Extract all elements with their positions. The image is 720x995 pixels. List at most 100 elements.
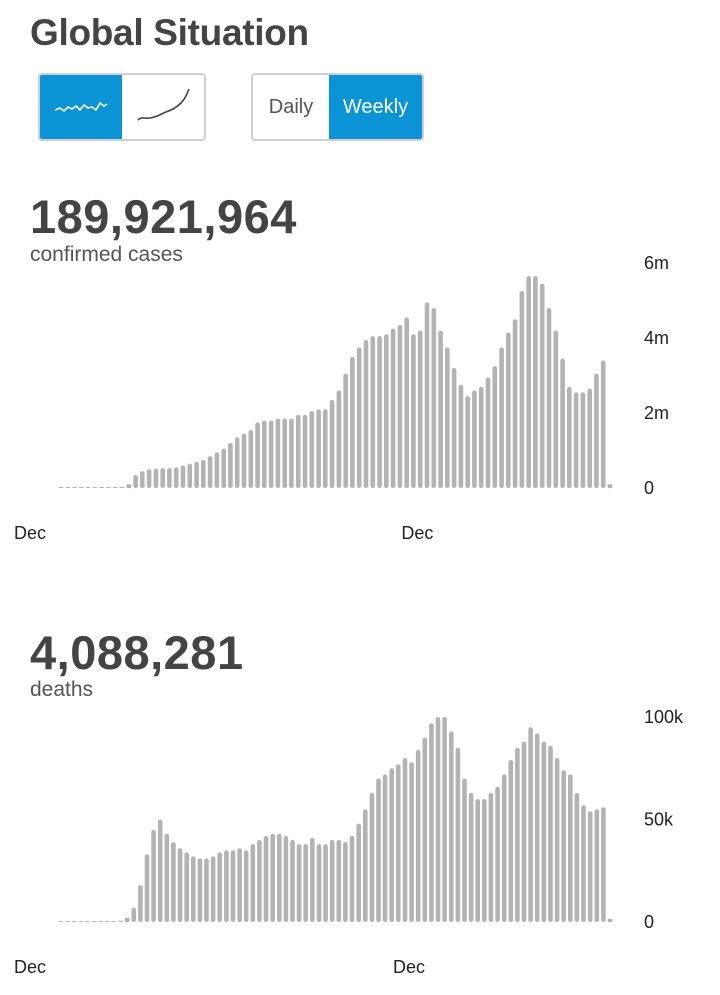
daily-button[interactable]: Daily: [268, 95, 314, 118]
deaths-bar: [534, 733, 540, 922]
deaths-bar: [310, 837, 315, 922]
deaths-bar: [138, 885, 143, 922]
confirmed-cases-chart: 0 2m 4m 6m Dec Dec: [14, 253, 669, 543]
deaths-label: deaths: [30, 678, 94, 701]
weekly-button[interactable]: Weekly: [329, 75, 422, 139]
deaths-bar: [204, 858, 209, 922]
cases-bar: [106, 487, 111, 488]
cases-bar: [478, 386, 484, 489]
deaths-bar: [574, 792, 580, 922]
cases-bar: [370, 336, 376, 488]
cases-bar: [160, 468, 165, 488]
cases-y-tick-label: 0: [644, 478, 654, 498]
cases-bar: [560, 358, 565, 488]
deaths-bar: [257, 840, 262, 922]
deaths-bar: [111, 921, 117, 922]
deaths-bar: [237, 848, 242, 922]
linear-scale-icon: [54, 102, 108, 112]
cases-bar: [309, 411, 315, 488]
cases-bar: [397, 324, 403, 488]
deaths-bar: [343, 842, 348, 922]
deaths-bar: [422, 737, 428, 922]
cases-bar: [458, 384, 464, 488]
deaths-bar: [587, 811, 593, 922]
deaths-bar: [382, 774, 388, 922]
cases-bar: [228, 443, 233, 488]
cases-bar: [404, 317, 409, 488]
deaths-bar: [521, 741, 527, 922]
cases-bar: [99, 487, 104, 488]
cases-bar: [356, 347, 362, 488]
cases-bar: [512, 319, 518, 489]
cases-bar: [302, 414, 308, 488]
cases-bar: [438, 330, 443, 488]
cases-bar: [173, 467, 179, 488]
cases-bar: [221, 448, 226, 488]
cases-bar: [343, 373, 348, 488]
cases-bar: [207, 456, 213, 488]
cases-bar: [194, 461, 199, 489]
cases-bar: [126, 484, 132, 489]
deaths-bar: [230, 850, 236, 923]
cases-x-tick-label: Dec: [401, 523, 433, 543]
deaths-bar: [91, 921, 97, 922]
deaths-bar: [78, 921, 84, 922]
deaths-bar: [389, 768, 394, 923]
cases-bar: [248, 429, 254, 488]
cases-bar: [133, 474, 138, 488]
deaths-bar: [98, 921, 103, 922]
deaths-bar: [329, 840, 335, 922]
deaths-bar: [356, 823, 361, 922]
cases-bar: [390, 328, 396, 488]
cases-bar: [268, 420, 274, 488]
deaths-bar: [601, 807, 606, 922]
cases-bar: [316, 409, 321, 489]
cases-y-tick-label: 4m: [644, 328, 669, 348]
deaths-bar: [270, 833, 275, 922]
deaths-bar: [277, 833, 282, 922]
deaths-bar: [449, 731, 454, 922]
deaths-bar: [283, 835, 289, 922]
cases-bar: [153, 468, 159, 488]
deaths-bar: [296, 844, 302, 922]
deaths-bar: [131, 907, 137, 922]
deaths-bar: [369, 792, 375, 922]
deaths-bar: [429, 723, 434, 922]
deaths-bar: [442, 717, 447, 922]
cases-bar: [553, 330, 559, 488]
deaths-bar: [191, 856, 196, 922]
deaths-bar: [118, 920, 123, 922]
linear-scale-button[interactable]: [40, 75, 122, 139]
cases-bar: [539, 283, 545, 488]
cases-bar: [167, 468, 172, 488]
deaths-bar: [495, 786, 500, 922]
cases-bar: [85, 487, 91, 488]
deaths-bar: [581, 805, 586, 922]
deaths-bar: [561, 770, 566, 922]
cases-bar: [600, 360, 606, 488]
cases-bar: [411, 334, 416, 489]
cases-bar: [323, 409, 328, 489]
cases-bar: [472, 390, 477, 488]
deaths-y-tick-label: 100k: [644, 707, 684, 727]
deaths-bar: [468, 792, 474, 922]
deaths-bar: [594, 809, 600, 922]
cases-bar: [146, 469, 152, 489]
deaths-bar: [250, 844, 256, 922]
deaths-bar: [217, 852, 222, 922]
deaths-bar: [224, 850, 229, 923]
cases-bar: [140, 471, 145, 488]
cases-bar: [180, 465, 186, 488]
log-scale-button[interactable]: [122, 75, 204, 139]
cases-bar: [445, 347, 450, 488]
deaths-x-tick-label: Dec: [393, 957, 425, 977]
cases-bar: [65, 487, 71, 488]
cases-bar: [241, 433, 247, 488]
deaths-x-tick-label: Dec: [14, 957, 46, 977]
deaths-bar: [58, 921, 64, 922]
deaths-bar: [316, 844, 322, 922]
cases-bar: [255, 422, 260, 488]
page-title: Global Situation: [30, 12, 309, 53]
cases-bar: [492, 366, 498, 488]
cases-bar: [506, 332, 511, 488]
